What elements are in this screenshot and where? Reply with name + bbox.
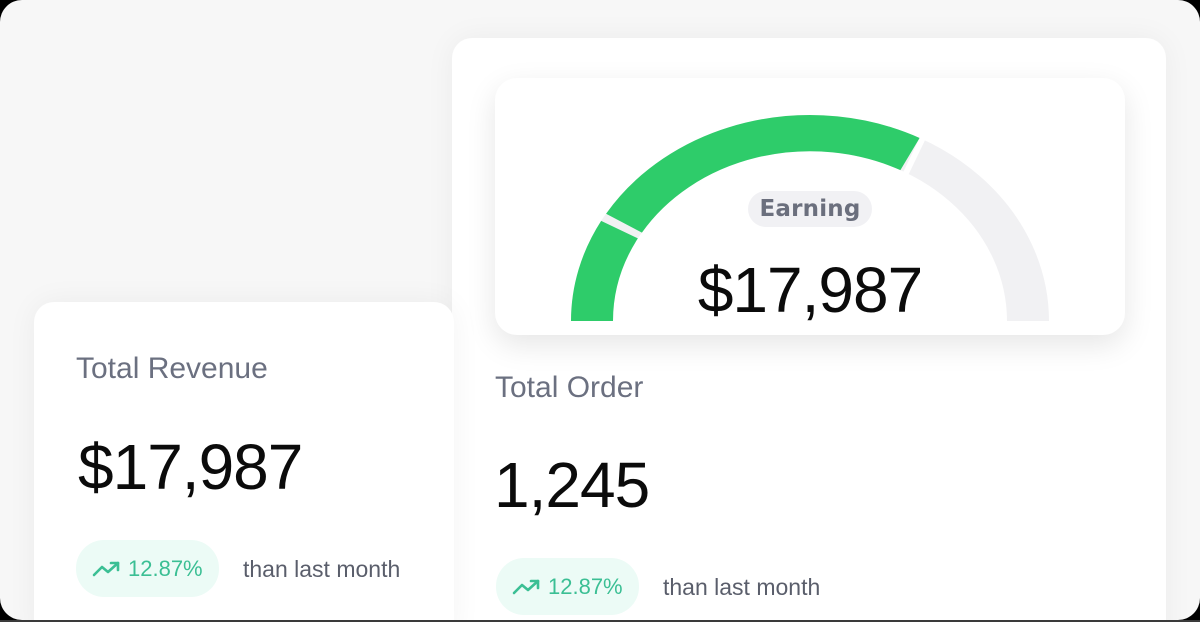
order-compare-text: than last month [663, 574, 821, 600]
bottom-divider [0, 620, 1200, 622]
trending-up-icon [92, 561, 120, 576]
total-revenue-title: Total Revenue [76, 352, 268, 385]
total-revenue-value: $17,987 [78, 431, 303, 503]
earning-value: $17,987 [697, 254, 923, 326]
trending-up-icon [512, 579, 540, 594]
total-order-title: Total Order [495, 371, 644, 404]
revenue-trend-badge: 12.87% [76, 540, 219, 597]
order-trend-badge: 12.87% [496, 558, 639, 615]
total-order-value: 1,245 [494, 449, 650, 521]
earning-label-pill: Earning [748, 191, 872, 227]
earning-gauge-card: Earning $17,987 [495, 78, 1125, 335]
revenue-trend-percent: 12.87% [128, 555, 203, 581]
earning-gauge [571, 114, 1049, 322]
total-revenue-card: Total Revenue $17,987 12.87% than last m… [34, 302, 454, 620]
order-trend-percent: 12.87% [548, 573, 623, 599]
revenue-compare-text: than last month [243, 556, 401, 582]
